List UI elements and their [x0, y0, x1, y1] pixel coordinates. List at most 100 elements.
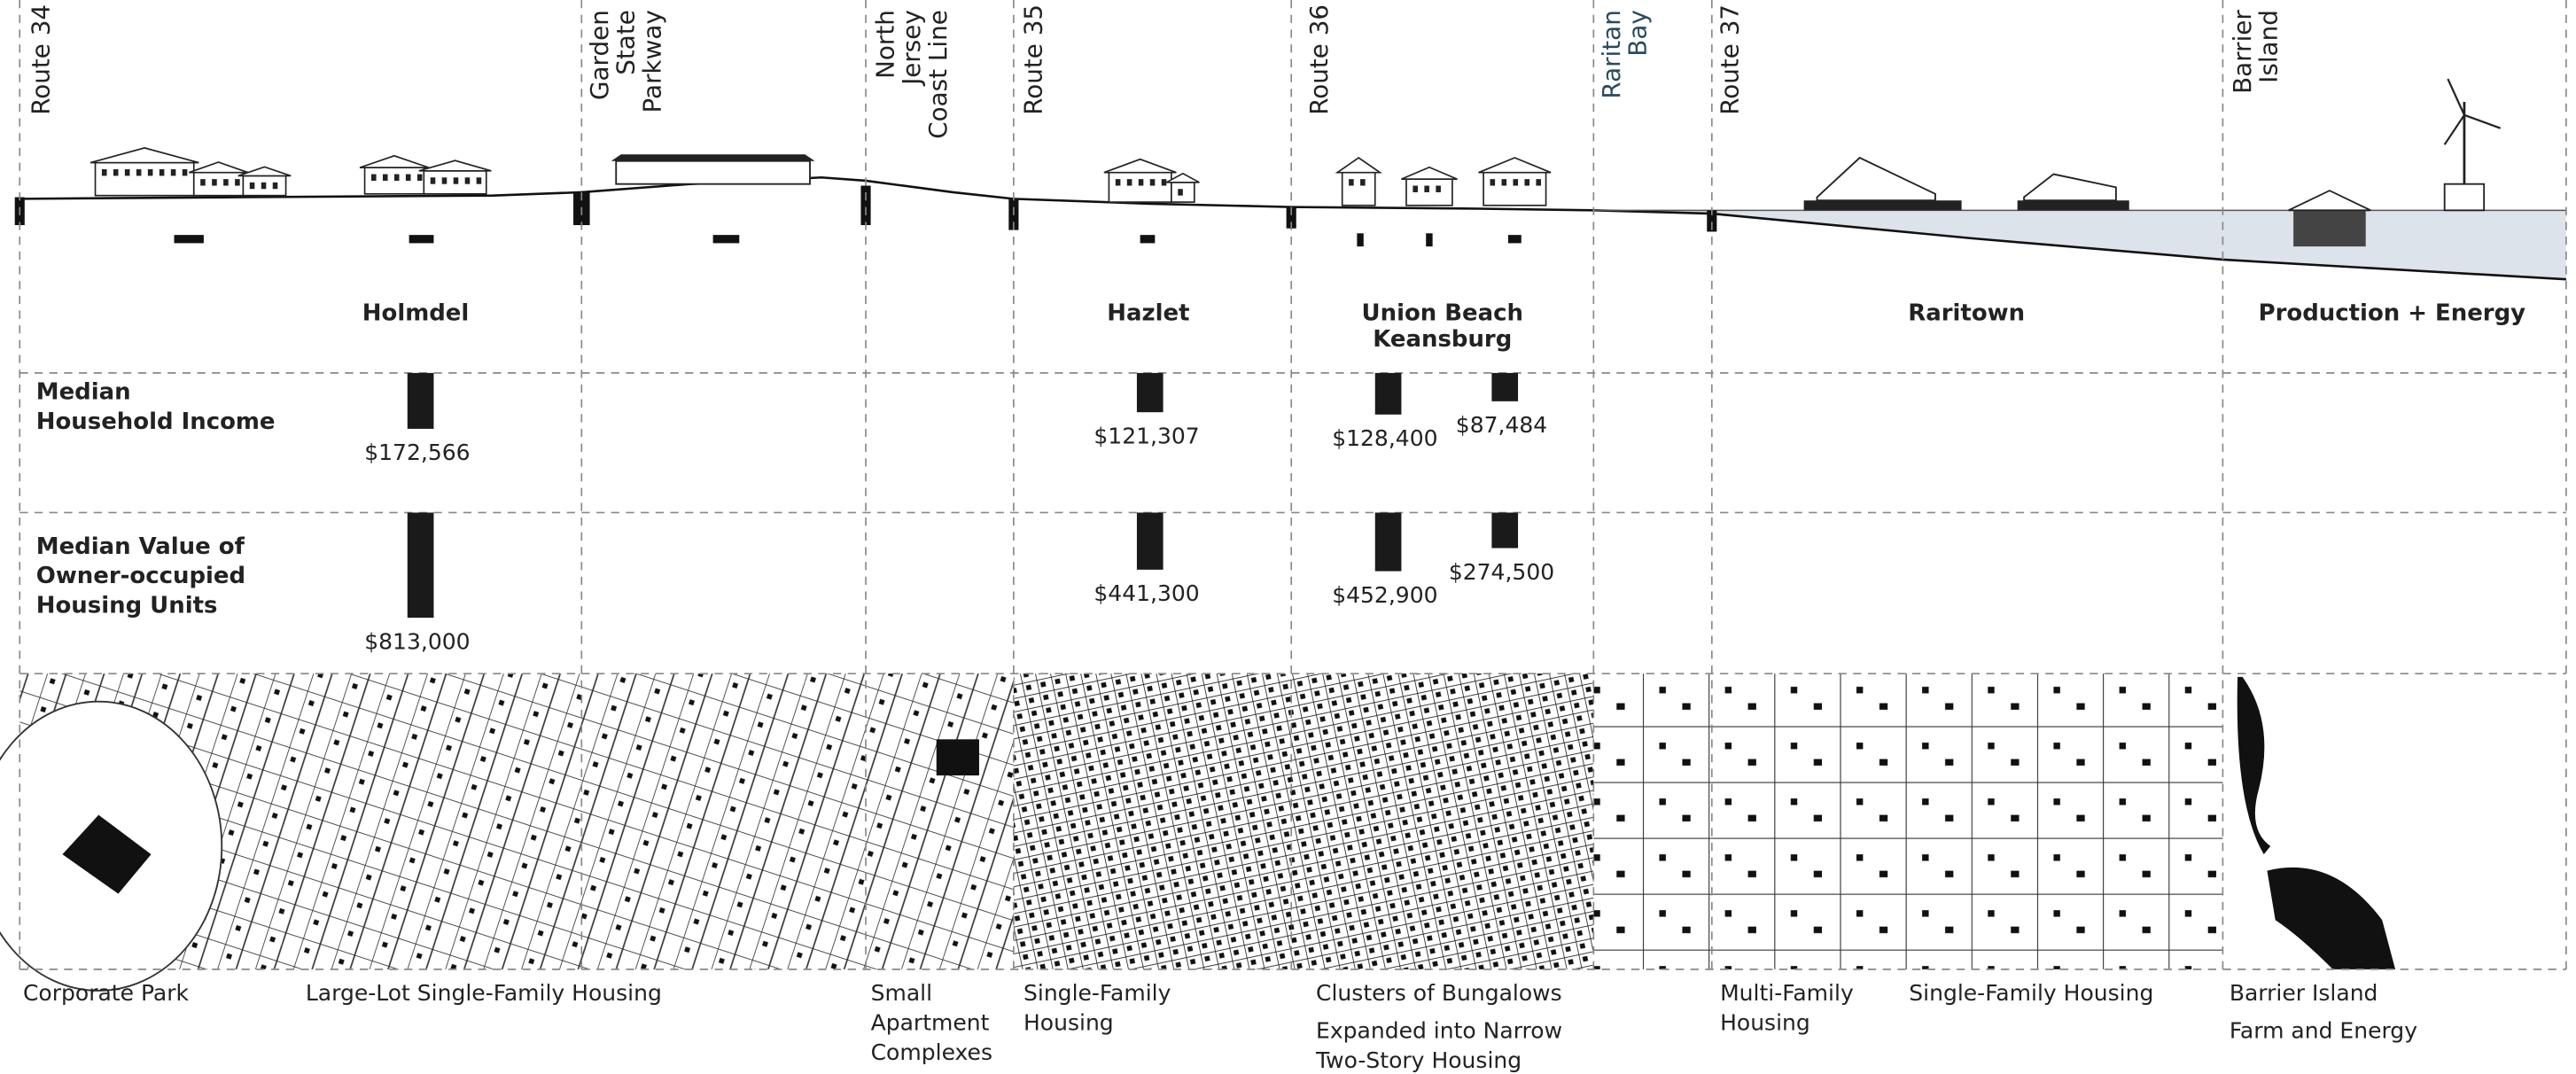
income-bar: [1136, 372, 1163, 413]
window: [235, 179, 240, 186]
foundation: [1426, 233, 1433, 247]
column-label: Coast Line: [923, 10, 953, 139]
turbine-base: [2443, 183, 2486, 212]
value-label: $128,400: [1332, 425, 1437, 451]
typology-label: Barrier Island: [2230, 980, 2378, 1006]
roof: [1478, 157, 1552, 174]
typology-label: Large-Lot Single-Family Housing: [306, 980, 662, 1006]
home-value-bar: [1136, 512, 1163, 570]
column-label: North: [871, 10, 900, 79]
window: [1178, 189, 1183, 196]
window: [101, 168, 107, 176]
typology-label: Complexes: [871, 1039, 992, 1065]
house: [94, 161, 195, 197]
roof: [1401, 166, 1458, 180]
column-label: Raritan: [1597, 10, 1626, 98]
window: [453, 177, 459, 184]
window: [200, 179, 206, 186]
window: [1360, 179, 1366, 186]
window: [159, 168, 165, 176]
window: [1524, 179, 1530, 186]
window: [261, 182, 267, 190]
column-label: Jersey: [897, 10, 926, 87]
foundation: [712, 235, 740, 244]
home-value-bar: [407, 512, 434, 619]
window: [1349, 179, 1354, 186]
roof: [359, 154, 430, 168]
island: [2237, 676, 2271, 855]
window: [416, 174, 423, 181]
income-bar: [1374, 372, 1402, 415]
window: [464, 177, 471, 184]
typology-label: Clusters of Bungalows: [1316, 980, 1562, 1006]
window: [1149, 179, 1156, 186]
column-label: Parkway: [637, 10, 666, 113]
pier: [2017, 200, 2129, 211]
window: [170, 168, 176, 176]
column-label: Island: [2254, 10, 2284, 83]
roof: [237, 166, 292, 177]
roof: [418, 160, 492, 172]
map-strip: [1013, 673, 1292, 969]
route-post: [860, 185, 871, 226]
roof: [89, 147, 199, 164]
water: [1593, 210, 2566, 280]
window: [223, 179, 229, 186]
typology-label: Expanded into Narrow: [1316, 1018, 1562, 1044]
roof: [1335, 156, 1382, 174]
farm-roof: [2288, 190, 2371, 212]
house: [1483, 171, 1547, 206]
foundation: [174, 235, 204, 244]
typology-label: Apartment: [871, 1009, 990, 1035]
window: [1413, 185, 1418, 192]
place-name: Keansburg: [1373, 326, 1512, 353]
home-value-bar: [1491, 512, 1519, 549]
window: [249, 182, 255, 190]
pier-house: [2023, 173, 2117, 202]
window: [405, 174, 411, 181]
island: [2267, 867, 2396, 969]
pier-house: [1816, 156, 1936, 202]
ranch-house: [615, 160, 811, 185]
value-label: $172,566: [364, 440, 470, 465]
corporate-building: [62, 814, 152, 894]
column-label: Bay: [1623, 10, 1653, 57]
window: [1436, 185, 1441, 192]
place-name: Hazlet: [1107, 300, 1189, 327]
map-strip: [1291, 673, 1594, 969]
window: [212, 179, 217, 186]
map-strip: [866, 673, 1014, 969]
window: [1161, 179, 1167, 186]
window: [1115, 179, 1121, 186]
column-label: Route 36: [1304, 4, 1334, 115]
window: [1536, 179, 1542, 186]
typology-label: Single-Family Housing: [1909, 980, 2153, 1006]
house: [1108, 171, 1172, 203]
column-label: Route 35: [1018, 4, 1047, 115]
column-label: Barrier: [2228, 10, 2257, 94]
window: [382, 174, 388, 181]
home-value-bar: [1374, 512, 1402, 572]
value-label: $274,500: [1449, 559, 1554, 585]
roof: [1103, 158, 1177, 174]
typology-label: Farm and Energy: [2230, 1018, 2417, 1044]
column-label: Route 37: [1715, 4, 1744, 115]
column-label: State: [611, 10, 641, 75]
window: [272, 182, 278, 190]
row-label: Household Income: [36, 409, 276, 435]
value-label: $121,307: [1093, 423, 1199, 448]
place-name: Raritown: [1908, 300, 2025, 327]
window: [1501, 179, 1507, 186]
income-bar: [407, 372, 434, 429]
income-bar: [1491, 372, 1519, 401]
window: [1490, 179, 1496, 186]
window: [124, 168, 130, 176]
window: [370, 174, 377, 181]
place-name: Holmdel: [362, 300, 470, 327]
window: [476, 177, 482, 184]
foundation: [1357, 233, 1364, 247]
roof: [188, 161, 249, 174]
house: [1341, 171, 1376, 206]
